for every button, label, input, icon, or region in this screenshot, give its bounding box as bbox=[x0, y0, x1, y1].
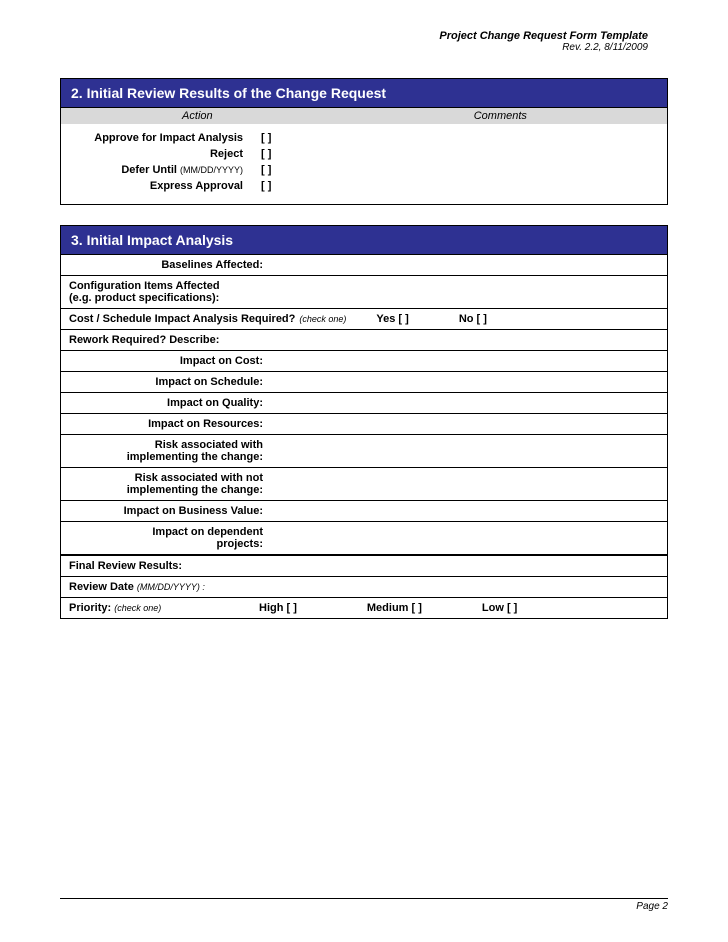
row-impact-business-value: Impact on Business Value: bbox=[61, 500, 667, 521]
label-reject: Reject bbox=[61, 148, 261, 160]
label-config-items: Configuration Items Affected (e.g. produ… bbox=[69, 280, 226, 304]
option-yes[interactable]: Yes [ ] bbox=[376, 313, 408, 325]
header-title: Project Change Request Form Template bbox=[60, 30, 648, 42]
row-impact-cost: Impact on Cost: bbox=[61, 350, 667, 371]
label-approve: Approve for Impact Analysis bbox=[61, 132, 261, 144]
header-revision: Rev. 2.2, 8/11/2009 bbox=[60, 42, 648, 53]
label-impact-schedule: Impact on Schedule: bbox=[69, 376, 269, 388]
section-2-subheader: Action Comments bbox=[61, 107, 667, 124]
checkbox-reject[interactable]: [ ] bbox=[261, 148, 311, 160]
option-high[interactable]: High [ ] bbox=[259, 602, 297, 614]
label-risk-not-implementing: Risk associated with not implementing th… bbox=[69, 472, 269, 496]
label-risk-implementing: Risk associated with implementing the ch… bbox=[69, 439, 269, 463]
col-action: Action bbox=[61, 108, 334, 124]
row-impact-quality: Impact on Quality: bbox=[61, 392, 667, 413]
row-review-date: Review Date (MM/DD/YYYY) : bbox=[61, 576, 667, 597]
section-2-title: 2. Initial Review Results of the Change … bbox=[61, 79, 667, 107]
page-header: Project Change Request Form Template Rev… bbox=[60, 30, 668, 53]
label-impact-business-value: Impact on Business Value: bbox=[69, 505, 269, 517]
section-3-title: 3. Initial Impact Analysis bbox=[61, 226, 667, 254]
page-container: Project Change Request Form Template Rev… bbox=[0, 0, 728, 942]
checkbox-defer[interactable]: [ ] bbox=[261, 164, 311, 176]
section-2-body: Approve for Impact Analysis [ ] Reject [… bbox=[61, 124, 667, 204]
page-footer: Page 2 bbox=[60, 898, 668, 912]
row-impact-schedule: Impact on Schedule: bbox=[61, 371, 667, 392]
option-medium[interactable]: Medium [ ] bbox=[367, 602, 422, 614]
label-final-review: Final Review Results: bbox=[69, 560, 182, 572]
page-number: Page 2 bbox=[636, 901, 668, 912]
label-cost-schedule: Cost / Schedule Impact Analysis Required… bbox=[69, 313, 295, 325]
section-3: 3. Initial Impact Analysis Baselines Aff… bbox=[60, 225, 668, 619]
row-cost-schedule: Cost / Schedule Impact Analysis Required… bbox=[61, 308, 667, 329]
section-2: 2. Initial Review Results of the Change … bbox=[60, 78, 668, 205]
label-rework: Rework Required? Describe: bbox=[69, 334, 219, 346]
row-approve: Approve for Impact Analysis [ ] bbox=[61, 130, 667, 146]
row-risk-implementing: Risk associated with implementing the ch… bbox=[61, 434, 667, 467]
checkbox-approve[interactable]: [ ] bbox=[261, 132, 311, 144]
option-no[interactable]: No [ ] bbox=[459, 313, 487, 325]
row-rework: Rework Required? Describe: bbox=[61, 329, 667, 350]
col-comments: Comments bbox=[334, 108, 667, 124]
row-reject: Reject [ ] bbox=[61, 146, 667, 162]
row-defer: Defer Until (MM/DD/YYYY) [ ] bbox=[61, 162, 667, 178]
label-impact-cost: Impact on Cost: bbox=[69, 355, 269, 367]
row-final-review: Final Review Results: bbox=[61, 554, 667, 576]
checkbox-express[interactable]: [ ] bbox=[261, 180, 311, 192]
label-impact-quality: Impact on Quality: bbox=[69, 397, 269, 409]
label-express: Express Approval bbox=[61, 180, 261, 192]
label-baselines: Baselines Affected: bbox=[69, 259, 269, 271]
row-risk-not-implementing: Risk associated with not implementing th… bbox=[61, 467, 667, 500]
hint-check-one: (check one) bbox=[299, 314, 346, 324]
row-impact-resources: Impact on Resources: bbox=[61, 413, 667, 434]
row-config-items: Configuration Items Affected (e.g. produ… bbox=[61, 275, 667, 308]
label-defer: Defer Until (MM/DD/YYYY) bbox=[61, 164, 261, 176]
label-impact-resources: Impact on Resources: bbox=[69, 418, 269, 430]
row-baselines: Baselines Affected: bbox=[61, 254, 667, 275]
label-impact-dependent: Impact on dependent projects: bbox=[69, 526, 269, 550]
row-impact-dependent: Impact on dependent projects: bbox=[61, 521, 667, 554]
label-review-date: Review Date (MM/DD/YYYY) : bbox=[69, 581, 205, 593]
label-priority: Priority: (check one) bbox=[69, 602, 249, 614]
option-low[interactable]: Low [ ] bbox=[482, 602, 517, 614]
row-express: Express Approval [ ] bbox=[61, 178, 667, 194]
row-priority: Priority: (check one) High [ ] Medium [ … bbox=[61, 597, 667, 618]
